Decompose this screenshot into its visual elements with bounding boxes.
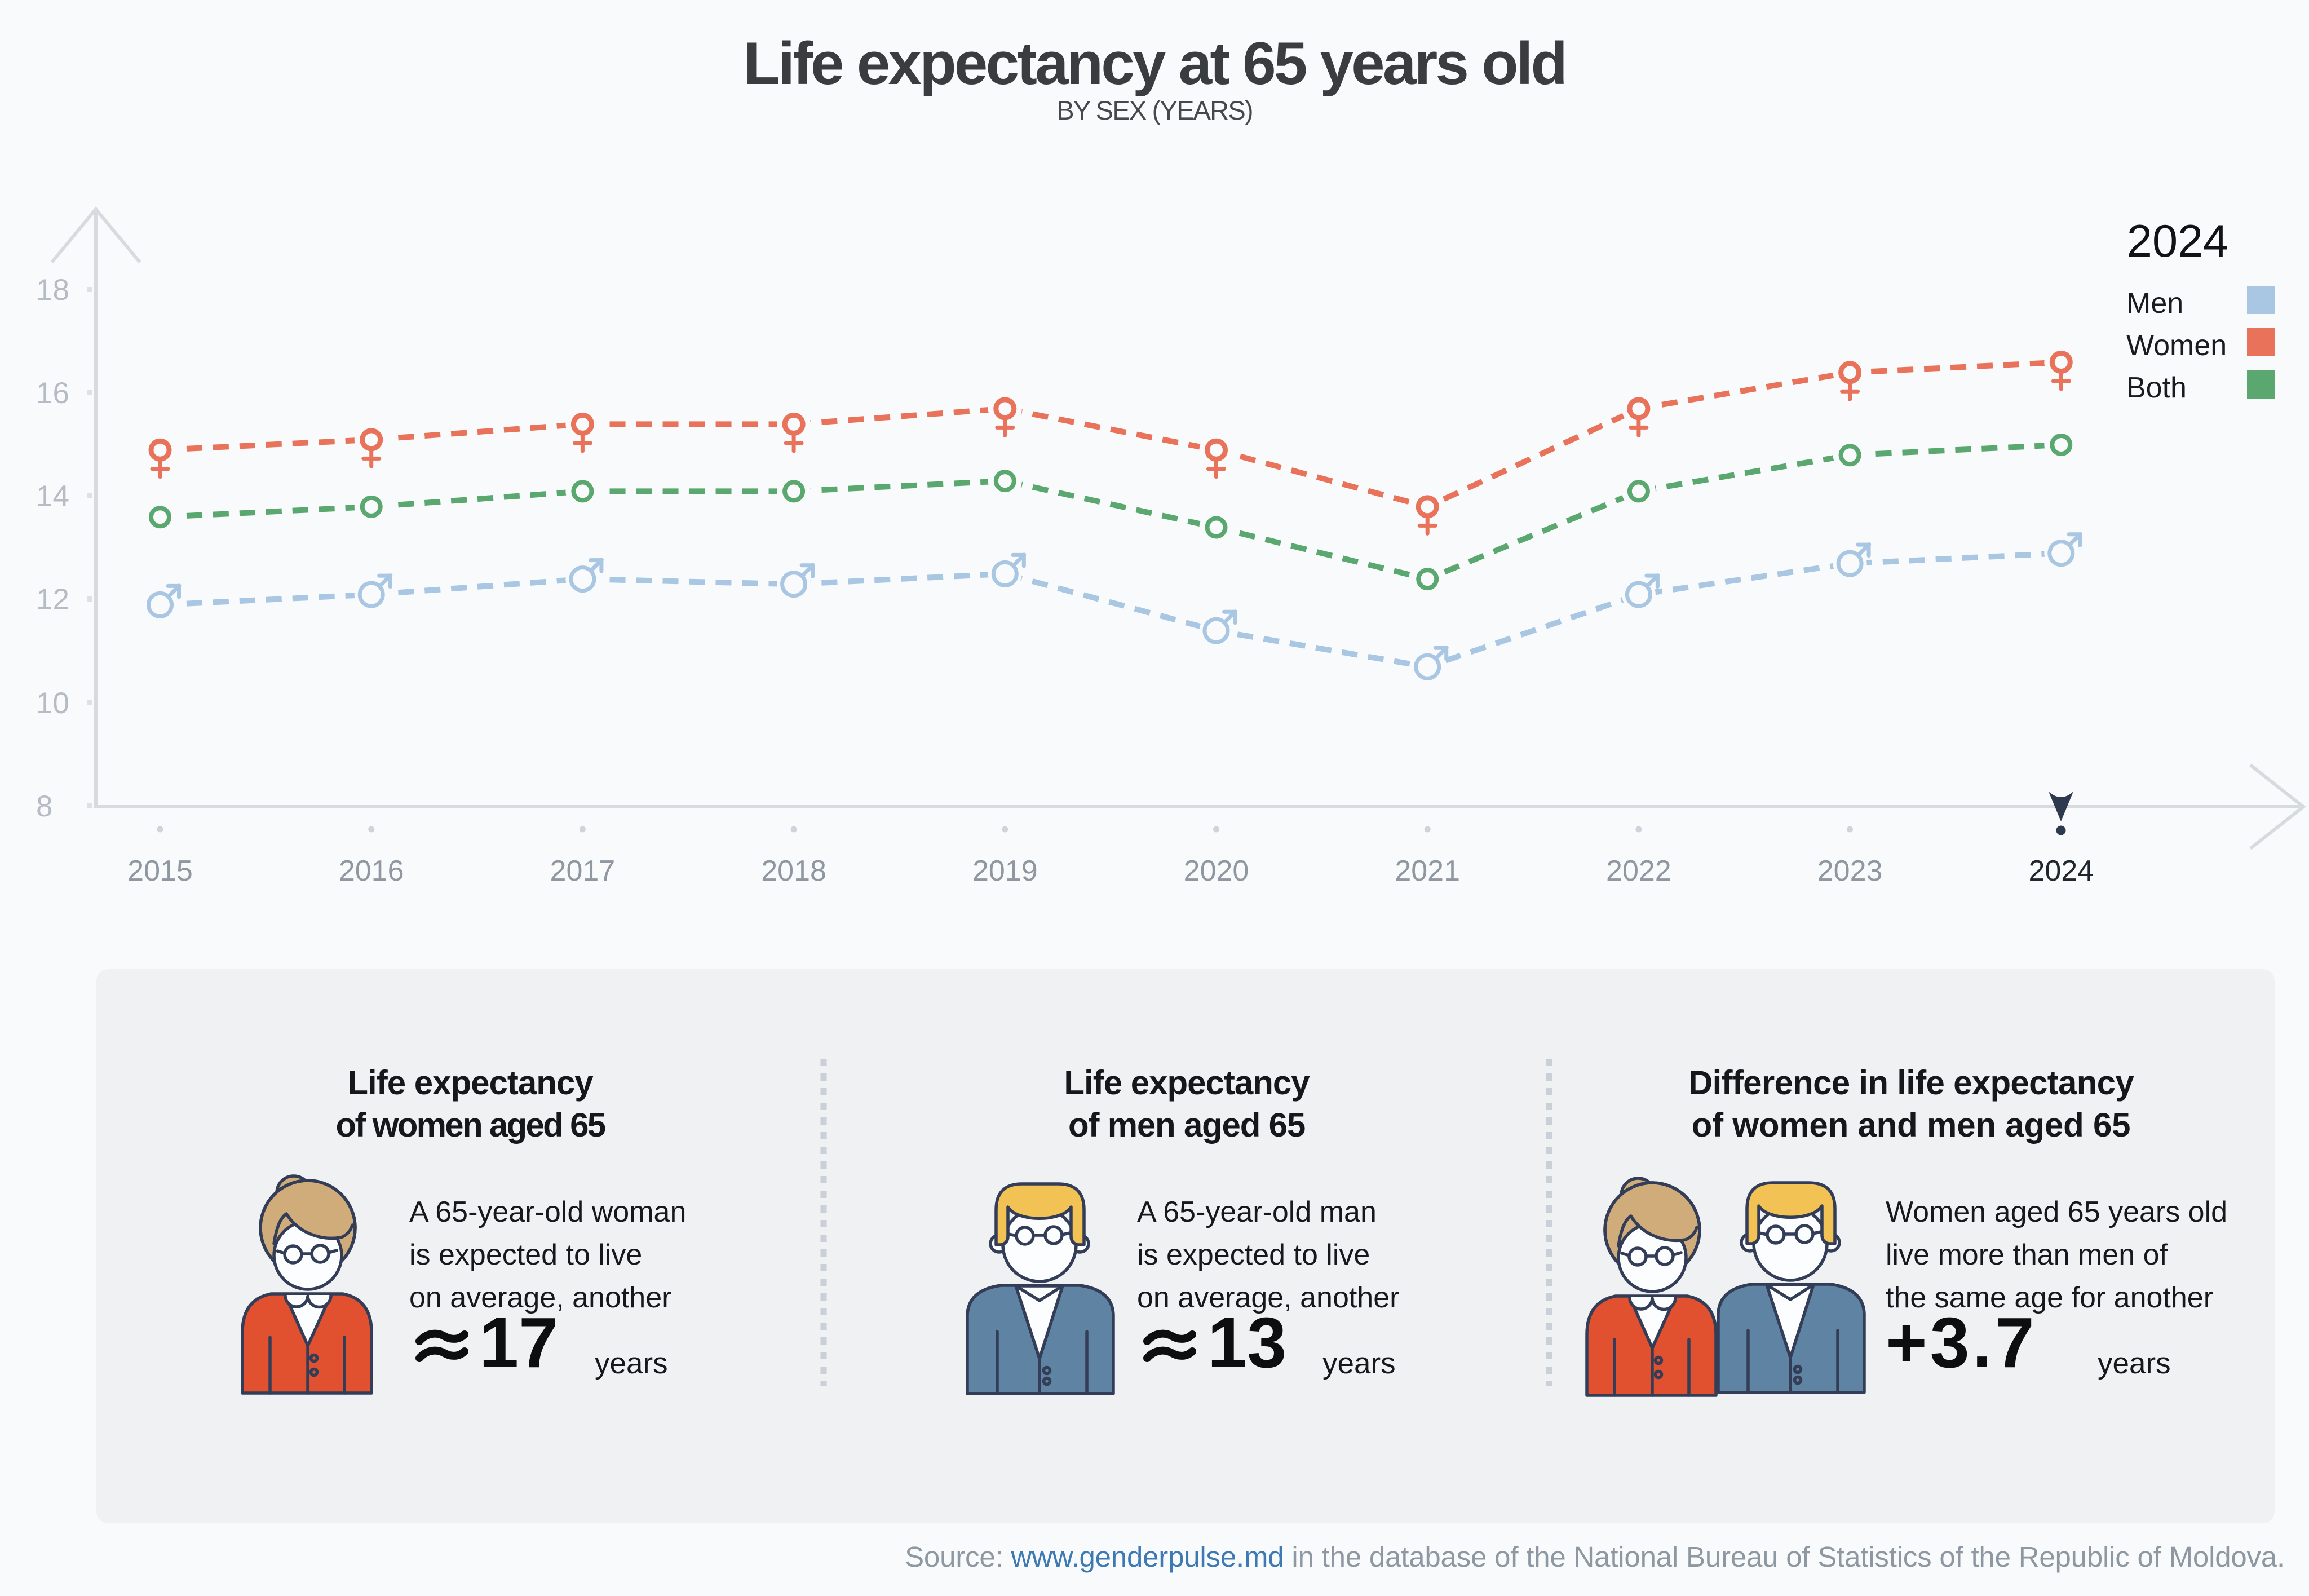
svg-text:is expected to live: is expected to live xyxy=(409,1239,642,1271)
svg-text:2018: 2018 xyxy=(761,855,826,887)
svg-text:2022: 2022 xyxy=(1606,855,1671,887)
svg-text:Women: Women xyxy=(2126,329,2227,362)
svg-text:the same age for another: the same age for another xyxy=(1886,1281,2213,1314)
svg-text:+3.7: +3.7 xyxy=(1886,1303,2037,1382)
svg-text:on average, another: on average, another xyxy=(1137,1281,1399,1314)
svg-text:8: 8 xyxy=(36,790,52,823)
svg-text:years: years xyxy=(2098,1347,2171,1380)
svg-text:17: 17 xyxy=(479,1303,558,1382)
svg-text:Women aged 65 years old: Women aged 65 years old xyxy=(1886,1196,2227,1228)
svg-text:2024: 2024 xyxy=(2028,855,2094,887)
svg-text:of women aged 65: of women aged 65 xyxy=(336,1106,605,1144)
svg-text:Life expectancy: Life expectancy xyxy=(1064,1064,1310,1102)
svg-text:10: 10 xyxy=(36,687,69,720)
svg-text:Difference in life expectancy: Difference in life expectancy xyxy=(1688,1064,2134,1102)
svg-text:13: 13 xyxy=(1207,1303,1286,1382)
svg-text:12: 12 xyxy=(36,583,69,616)
svg-text:2020: 2020 xyxy=(1184,855,1249,887)
svg-text:on average, another: on average, another xyxy=(409,1281,671,1314)
svg-text:years: years xyxy=(1322,1347,1396,1380)
svg-text:Life expectancy at 65 years ol: Life expectancy at 65 years old xyxy=(744,29,1565,97)
svg-text:A 65-year-old man: A 65-year-old man xyxy=(1137,1196,1377,1228)
svg-text:2019: 2019 xyxy=(972,855,1038,887)
svg-text:2021: 2021 xyxy=(1395,855,1460,887)
svg-text:Life expectancy: Life expectancy xyxy=(347,1064,594,1102)
svg-text:BY SEX (YEARS): BY SEX (YEARS) xyxy=(1056,95,1252,125)
svg-text:18: 18 xyxy=(36,273,69,307)
svg-text:Source: www.genderpulse.md in: Source: www.genderpulse.md in the databa… xyxy=(905,1541,2285,1573)
svg-text:14: 14 xyxy=(36,480,69,513)
svg-text:Men: Men xyxy=(2126,287,2183,320)
svg-text:Both: Both xyxy=(2126,372,2187,404)
svg-text:live more than men of: live more than men of xyxy=(1886,1239,2168,1271)
svg-text:of women and men aged 65: of women and men aged 65 xyxy=(1692,1106,2131,1144)
svg-text:A 65-year-old woman: A 65-year-old woman xyxy=(409,1196,686,1228)
svg-text:16: 16 xyxy=(36,377,69,410)
svg-text:years: years xyxy=(595,1347,668,1380)
svg-text:2023: 2023 xyxy=(1817,855,1883,887)
svg-text:of men aged 65: of men aged 65 xyxy=(1068,1106,1305,1144)
svg-text:2024: 2024 xyxy=(2127,216,2228,267)
svg-text:is expected to live: is expected to live xyxy=(1137,1239,1370,1271)
svg-text:2015: 2015 xyxy=(127,855,193,887)
svg-text:2017: 2017 xyxy=(550,855,616,887)
svg-text:2016: 2016 xyxy=(339,855,404,887)
